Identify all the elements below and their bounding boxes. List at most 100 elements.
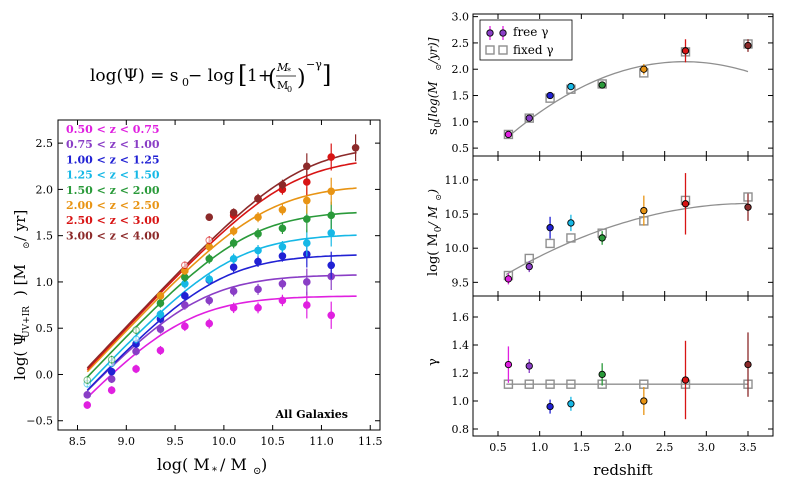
right-panels-content: 0.51.01.52.02.53.0s0 [log(M⊙/yr)]9.510.0…	[426, 11, 773, 454]
legend-fixed-marker-1	[485, 45, 495, 55]
panel-gamma-y-tick-label: 1.0	[452, 395, 470, 408]
panel-s0-y-tick-label: 3.0	[452, 11, 470, 24]
data-point	[327, 153, 336, 161]
left-chart: 8.5 9.0 9.5 10.0 10.5 11.0 11.5 −0.5 0.0 0.5 1.0 1.…	[11, 119, 382, 477]
data-point	[254, 213, 262, 221]
panel-s0-y-tick-label: 1.0	[452, 116, 470, 129]
legend-free-marker-1	[486, 29, 494, 37]
panel-gamma-y-tick-label: 1.2	[452, 367, 470, 380]
panel-s0-fit-curve	[505, 61, 749, 139]
fixed-gamma-marker	[524, 379, 534, 389]
legend-entry-2: 0.75 < z < 1.00	[66, 138, 160, 151]
left-fit-curves	[86, 151, 357, 399]
data-point	[107, 355, 116, 364]
panel-s0-y-tick-label: 2.0	[452, 63, 470, 76]
free-gamma-marker	[525, 114, 533, 122]
fixed-gamma-marker	[503, 129, 514, 140]
formula-frac-den-sub: 0	[287, 85, 292, 94]
left-ylabel-close: / yr]	[11, 210, 29, 241]
panel-ylabel-sub: 0	[434, 122, 444, 128]
left-y-tick-label: 0.0	[36, 368, 54, 381]
formula-frac-num: M	[276, 61, 289, 74]
formula-paren-open: (	[268, 66, 277, 91]
data-point	[107, 375, 116, 383]
data-point	[132, 365, 140, 373]
panel-ylabel-sun: ⊙	[434, 194, 443, 201]
data-point	[303, 162, 311, 171]
free-gamma-marker	[744, 203, 752, 211]
formula-frac-den: M	[277, 79, 288, 92]
data-point	[303, 301, 311, 309]
panel-gamma-y-tick-label: 1.4	[452, 339, 470, 352]
data-point	[107, 367, 116, 376]
data-point	[205, 255, 214, 263]
formula-minus-log: − log	[188, 66, 234, 86]
left-y-label: log( Ψ UV+IR ) [M ⊙ / yr]	[11, 210, 32, 380]
free-gamma-marker	[567, 219, 575, 227]
data-point	[327, 211, 336, 220]
left-x-label: log( M * / M ⊙ )	[157, 455, 267, 477]
fit-curve-6	[86, 187, 357, 373]
legend-entry-7: 2.50 < z < 3.00	[66, 214, 160, 227]
panel-ylabel-prefix: s	[426, 128, 441, 135]
right-x-tick-label: 2.0	[614, 441, 632, 454]
free-gamma-marker	[640, 206, 648, 215]
data-point	[303, 239, 311, 247]
left-x-tick-label: 10.0	[212, 435, 237, 448]
data-point	[205, 275, 214, 283]
data-point	[254, 194, 262, 203]
data-point	[132, 335, 140, 344]
formula-bracket-open: [	[238, 61, 247, 89]
legend-entry-4: 1.25 < z < 1.50	[66, 169, 160, 182]
legend-fixed-marker-2	[498, 45, 508, 55]
left-legend: 0.50 < z < 0.75 0.75 < z < 1.00 1.00 < z <…	[66, 123, 160, 242]
left-ylabel-sun: ⊙	[22, 241, 32, 249]
data-point	[83, 401, 92, 409]
formula-lhs: log(Ψ) = s	[90, 66, 179, 86]
free-gamma-marker	[681, 200, 690, 208]
left-xlabel-close: )	[261, 455, 267, 474]
data-point	[181, 261, 189, 270]
panel-ylabel-close: /yr)]	[426, 37, 440, 64]
left-annotation: All Galaxies	[275, 408, 348, 421]
data-point	[156, 299, 165, 308]
data-point	[278, 224, 287, 233]
free-gamma-marker	[504, 130, 513, 139]
right-x-tick-label: 3.5	[739, 441, 757, 454]
legend-free-marker-2	[499, 29, 507, 37]
data-point	[107, 386, 116, 395]
data-point	[156, 310, 165, 319]
formula-frac-num-sub: *	[287, 67, 291, 76]
panel-ylabel-prefix: γ	[426, 358, 441, 366]
free-gamma-marker	[681, 376, 690, 384]
legend-fixed-label: fixed γ	[513, 43, 554, 57]
panel-M0-y-label: log( M0 / M ⊙ )	[426, 189, 444, 276]
fixed-gamma-marker	[524, 113, 534, 123]
fit-curve-3	[86, 254, 357, 391]
left-y-tick-label: 1.5	[36, 230, 54, 243]
data-point	[181, 301, 189, 309]
panel-ylabel-sub: 0	[434, 226, 444, 232]
right-x-tick-label: 0.5	[489, 441, 507, 454]
data-point	[278, 180, 287, 189]
formula-bracket-close: ]	[322, 61, 331, 89]
fit-curve-1	[86, 295, 357, 399]
free-gamma-marker	[598, 81, 606, 89]
legend-free-label: free γ	[513, 25, 548, 39]
legend-entry-8: 3.00 < z < 4.00	[66, 229, 160, 242]
data-point	[229, 208, 238, 217]
legend-entry-3: 1.00 < z < 1.25	[66, 153, 160, 166]
free-gamma-marker	[504, 275, 513, 283]
data-point	[156, 292, 165, 300]
data-point	[254, 257, 262, 266]
panel-m0-frame	[472, 155, 774, 297]
data-point	[327, 229, 336, 237]
data-point	[303, 196, 311, 205]
left-x-tick-label: 9.5	[166, 435, 184, 448]
data-point	[156, 325, 165, 333]
data-point	[132, 347, 140, 356]
left-ylabel-rest: ) [M	[11, 264, 29, 296]
panel-M0-y-tick-label: 10.0	[445, 242, 470, 255]
fixed-gamma-marker	[545, 238, 555, 249]
